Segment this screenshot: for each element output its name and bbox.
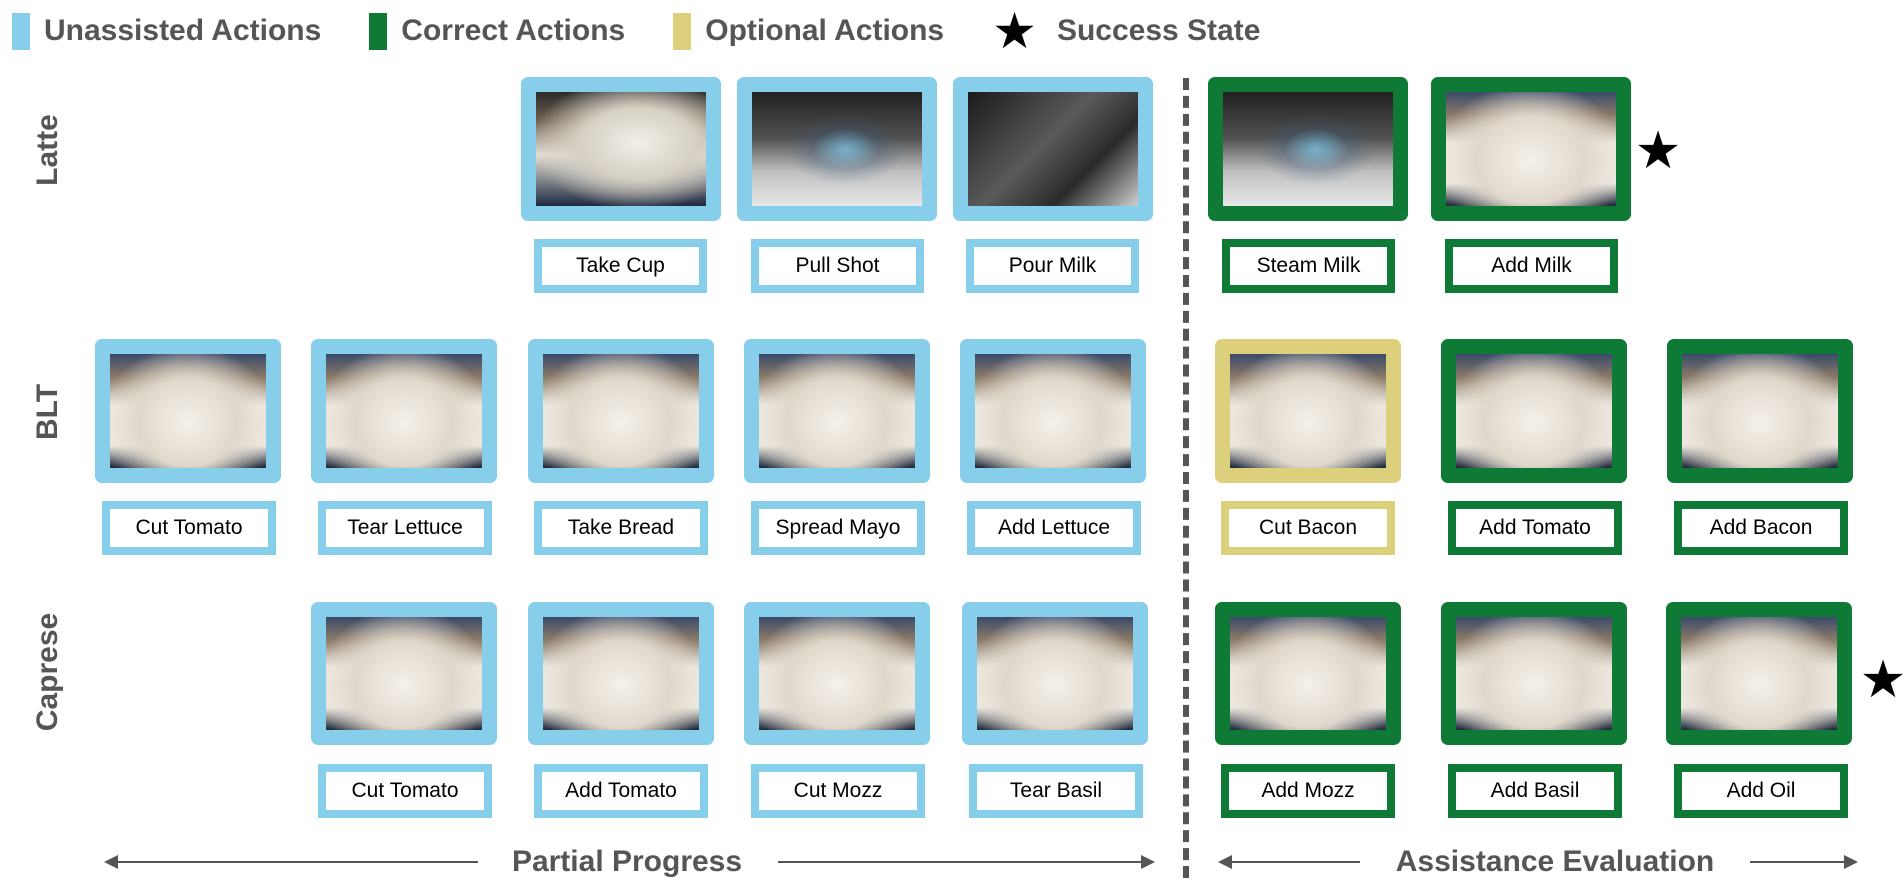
correct-swatch	[369, 12, 388, 50]
step-caption: Tear Basil	[969, 764, 1143, 818]
arrow-line	[778, 861, 1144, 863]
step-caption: Take Cup	[534, 239, 707, 293]
step-caption: Spread Mayo	[751, 501, 925, 555]
arrow-line	[112, 861, 478, 863]
step-caption: Add Milk	[1445, 239, 1618, 293]
arrow-left-icon	[104, 855, 118, 869]
step-caption: Pour Milk	[966, 239, 1139, 293]
arrow-line	[1226, 861, 1360, 863]
step-caption: Add Bacon	[1674, 501, 1848, 555]
step-caption: Tear Lettuce	[318, 501, 492, 555]
arrow-line	[1750, 861, 1847, 863]
step-image	[95, 339, 281, 483]
step-image	[1431, 77, 1631, 221]
step-image	[1441, 339, 1627, 483]
row-label-caprese: Caprese	[31, 612, 64, 732]
step-caption: Add Tomato	[534, 764, 708, 818]
step-caption: Steam Milk	[1222, 239, 1395, 293]
step-image	[960, 339, 1146, 483]
step-caption: Cut Tomato	[318, 764, 492, 818]
step-image	[521, 77, 721, 221]
step-image	[1215, 339, 1401, 483]
step-image	[1215, 602, 1401, 745]
success-star-icon: ★	[1859, 651, 1903, 709]
legend: Unassisted Actions Correct Actions Optio…	[12, 6, 1308, 56]
step-image	[1441, 602, 1627, 745]
step-caption: Cut Tomato	[102, 501, 276, 555]
step-caption: Pull Shot	[751, 239, 924, 293]
unassisted-swatch	[12, 12, 30, 50]
success-star-icon: ★	[1634, 122, 1682, 180]
row-label-blt: BLT	[31, 383, 64, 441]
step-caption: Add Mozz	[1221, 764, 1395, 818]
step-image	[744, 339, 930, 483]
step-image	[1667, 339, 1853, 483]
legend-label-correct: Correct Actions	[401, 14, 626, 47]
step-caption: Add Lettuce	[967, 501, 1141, 555]
arrow-right-icon	[1141, 855, 1155, 869]
legend-label-success: Success State	[1056, 14, 1261, 47]
section-label-assistance-evaluation: Assistance Evaluation	[1395, 845, 1715, 878]
step-caption: Add Tomato	[1448, 501, 1622, 555]
step-image	[953, 77, 1153, 221]
section-label-partial-progress: Partial Progress	[511, 845, 743, 878]
step-image	[311, 602, 497, 745]
step-caption: Cut Mozz	[751, 764, 925, 818]
star-icon: ★	[992, 3, 1037, 59]
step-caption: Take Bread	[534, 501, 708, 555]
legend-item-optional: Optional Actions	[673, 12, 945, 50]
step-caption: Add Oil	[1674, 764, 1848, 818]
legend-label-optional: Optional Actions	[705, 14, 945, 47]
arrow-left-icon	[1218, 855, 1232, 869]
section-divider	[1183, 78, 1189, 878]
step-image	[1208, 77, 1408, 221]
step-image	[528, 339, 714, 483]
row-label-latte: Latte	[31, 114, 64, 186]
step-image	[737, 77, 937, 221]
step-image	[311, 339, 497, 483]
arrow-right-icon	[1844, 855, 1858, 869]
step-caption: Add Basil	[1448, 764, 1622, 818]
legend-item-success: ★ Success State	[992, 6, 1260, 56]
step-caption: Cut Bacon	[1221, 501, 1395, 555]
optional-swatch	[673, 12, 692, 50]
step-image	[744, 602, 930, 745]
legend-label-unassisted: Unassisted Actions	[44, 14, 322, 47]
legend-item-correct: Correct Actions	[369, 12, 626, 50]
legend-item-unassisted: Unassisted Actions	[12, 12, 322, 50]
step-image	[528, 602, 714, 745]
step-image	[1666, 602, 1852, 745]
step-image	[962, 602, 1148, 745]
